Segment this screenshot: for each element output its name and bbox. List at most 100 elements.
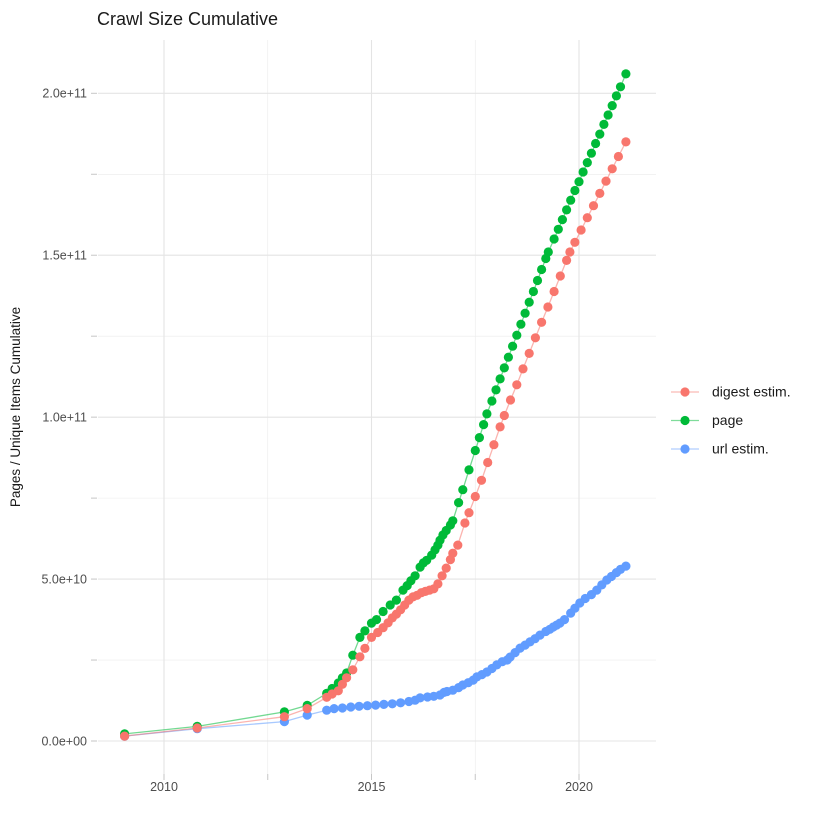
data-point-url-estim- [396, 698, 406, 708]
data-point-page [537, 264, 547, 275]
data-point-digest-estim- [621, 137, 631, 147]
y-tick-label: 1.5e+11 [42, 249, 87, 263]
data-point-digest-estim- [355, 652, 365, 662]
data-point-digest-estim- [302, 704, 312, 714]
data-point-page [532, 275, 543, 286]
data-point-digest-estim- [549, 286, 559, 297]
data-point-page [410, 571, 420, 581]
data-point-digest-estim- [366, 632, 377, 643]
y-axis-title: Pages / Unique Items Cumulative [8, 307, 23, 507]
data-point-page [615, 82, 626, 92]
data-point-digest-estim- [489, 440, 499, 450]
data-point-page [385, 600, 395, 610]
data-point-digest-estim- [441, 563, 451, 573]
data-point-url-estim- [371, 700, 381, 710]
data-point-page [448, 516, 458, 526]
data-point-page [348, 650, 358, 660]
data-point-page [574, 177, 584, 187]
x-tick-label: 2020 [565, 780, 593, 794]
data-point-page [503, 352, 513, 362]
data-point-digest-estim- [337, 679, 347, 689]
legend-key-dot [680, 415, 690, 426]
data-point-page [566, 195, 576, 205]
data-point-digest-estim- [613, 151, 624, 162]
data-point-url-estim- [329, 704, 339, 714]
data-point-page [543, 247, 553, 257]
data-point-page [611, 91, 622, 101]
data-point-page [557, 215, 568, 225]
data-point-page [516, 319, 526, 329]
data-point-page [355, 632, 365, 643]
legend-label: page [712, 412, 743, 428]
data-point-digest-estim- [562, 255, 572, 265]
data-point-page [360, 626, 370, 636]
legend-item-digest-estim-: digest estim. [671, 384, 791, 400]
data-point-digest-estim- [582, 213, 592, 223]
data-point-page [586, 148, 597, 158]
data-point-digest-estim- [433, 579, 443, 589]
data-point-page [491, 385, 501, 395]
data-point-digest-estim- [495, 422, 505, 432]
data-point-page [371, 615, 382, 625]
data-point-page [524, 297, 534, 307]
data-point-digest-estim- [601, 176, 611, 186]
data-point-digest-estim- [499, 410, 509, 421]
legend: digest estim. page url estim. [671, 384, 791, 457]
data-point-page [570, 185, 580, 196]
data-point-url-estim- [362, 701, 372, 711]
series-line-url-estim- [124, 565, 627, 737]
data-point-page [582, 158, 592, 168]
axis-layer: 0.0e+00 5.0e+10 1.0e+11 1.5e+11 2.0e+11 2010 2… [41, 87, 592, 794]
data-point-page [528, 286, 539, 297]
data-point-digest-estim- [524, 348, 534, 358]
data-point-url-estim- [322, 705, 332, 715]
data-point-digest-estim- [448, 548, 458, 558]
data-point-url-estim- [621, 561, 631, 571]
legend-item-page: page [671, 412, 743, 428]
data-point-digest-estim- [192, 723, 202, 733]
data-point-page [578, 167, 588, 177]
data-point-page [464, 465, 474, 475]
data-point-page [520, 308, 530, 318]
x-tick-label: 2015 [358, 780, 386, 794]
data-point-digest-estim- [279, 712, 289, 722]
y-tick-label: 0.0e+00 [41, 734, 87, 748]
data-point-digest-estim- [483, 457, 493, 468]
data-point-digest-estim- [453, 540, 463, 550]
y-tick-label: 5.0e+10 [41, 572, 87, 586]
legend-key-dot [680, 387, 690, 397]
data-point-digest-estim- [360, 643, 370, 654]
data-point-digest-estim- [595, 188, 605, 198]
y-tick-label: 1.0e+11 [42, 410, 87, 424]
data-point-page [549, 234, 559, 244]
data-point-page [562, 205, 572, 215]
data-point-digest-estim- [537, 317, 547, 327]
legend-label: url estim. [712, 441, 769, 457]
data-point-url-estim- [415, 693, 425, 703]
series-layer [120, 69, 631, 741]
data-point-page [458, 485, 468, 495]
data-point-url-estim- [379, 699, 389, 710]
data-point-digest-estim- [476, 475, 487, 485]
data-point-page [378, 606, 388, 617]
data-point-page [512, 330, 522, 340]
data-point-digest-estim- [570, 237, 580, 247]
chart-title: Crawl Size Cumulative [97, 9, 278, 29]
data-point-url-estim- [559, 615, 570, 625]
data-point-page [621, 69, 631, 79]
x-tick-label: 2010 [150, 780, 178, 794]
data-point-digest-estim- [555, 271, 565, 281]
data-point-digest-estim- [505, 395, 516, 405]
data-point-digest-estim- [348, 665, 358, 675]
data-point-page [482, 409, 492, 419]
data-point-page [591, 138, 601, 149]
legend-item-url-estim-: url estim. [671, 441, 769, 457]
data-point-url-estim- [354, 701, 364, 711]
data-point-digest-estim- [565, 247, 575, 257]
data-point-digest-estim- [588, 201, 599, 211]
data-point-page [553, 224, 563, 234]
data-point-digest-estim- [437, 571, 447, 581]
data-point-digest-estim- [512, 380, 522, 390]
